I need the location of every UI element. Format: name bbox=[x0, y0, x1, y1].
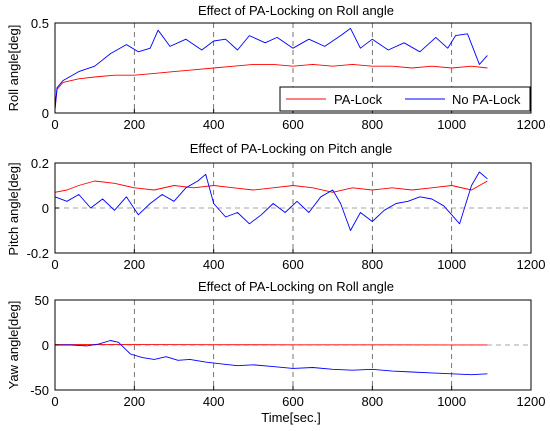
pitch-angle-title: Effect of PA-Locking on Pitch angle bbox=[190, 141, 393, 156]
yaw-angle-ytick-label-0: 0 bbox=[42, 338, 49, 353]
yaw-angle-ytick-label--50: -50 bbox=[30, 383, 49, 398]
time-x-axis-label: Time[sec.] bbox=[261, 410, 320, 425]
pitch-angle-ytick-label-0.2: 0.2 bbox=[31, 156, 49, 171]
roll-angle-panel: Effect of PA-Locking on Roll angle Roll … bbox=[6, 3, 545, 132]
yaw-angle-panel: Effect of PA-Locking on Roll angle Yaw a… bbox=[6, 279, 545, 425]
pitch-angle-xtick-label-400: 400 bbox=[203, 257, 225, 272]
roll-angle-xtick-label-1200: 1200 bbox=[517, 117, 546, 132]
roll-angle-y-label: Roll angle[deg] bbox=[6, 25, 21, 112]
pitch-angle-xtick-label-600: 600 bbox=[282, 257, 304, 272]
legend-pa-lock-label: PA-Lock bbox=[334, 92, 383, 107]
roll-angle-xtick-label-400: 400 bbox=[203, 117, 225, 132]
yaw-angle-xtick-label-800: 800 bbox=[361, 394, 383, 409]
yaw-angle-series-no-pa-lock-line bbox=[55, 340, 488, 376]
roll-angle-xtick-label-1000: 1000 bbox=[437, 117, 466, 132]
roll-angle-series bbox=[54, 27, 488, 110]
yaw-angle-xtick-label-1200: 1200 bbox=[517, 394, 546, 409]
roll-angle-xtick-label-800: 800 bbox=[361, 117, 383, 132]
pitch-angle-xtick-label-1200: 1200 bbox=[517, 257, 546, 272]
roll-angle-title: Effect of PA-Locking on Roll angle bbox=[198, 3, 394, 18]
roll-angle-ytick-label-0: 0 bbox=[42, 106, 49, 121]
pitch-angle-grid bbox=[55, 163, 531, 253]
yaw-angle-y-label: Yaw angle[deg] bbox=[6, 301, 21, 390]
roll-angle-xtick-label-0: 0 bbox=[51, 117, 58, 132]
roll-angle-xtick-label-200: 200 bbox=[123, 117, 145, 132]
roll-angle-series-pa-lock-line bbox=[54, 63, 488, 110]
pitch-angle-panel: Effect of PA-Locking on Pitch angle Pitc… bbox=[6, 141, 545, 272]
pitch-angle-series-no-pa-lock-line bbox=[54, 171, 488, 231]
pitch-angle-xtick-label-800: 800 bbox=[361, 257, 383, 272]
roll-angle-plot-area: 0 200 400 600 800 1000 1200 0 0.5 bbox=[31, 16, 546, 132]
pitch-angle-plot-area: 0 200 400 600 800 1000 1200-0.200.2 bbox=[27, 156, 546, 272]
pitch-angle-ytick-label-0: 0 bbox=[42, 201, 49, 216]
yaw-angle-xtick-label-400: 400 bbox=[203, 394, 225, 409]
pitch-angle-xtick-label-0: 0 bbox=[51, 257, 58, 272]
yaw-angle-xtick-label-1000: 1000 bbox=[437, 394, 466, 409]
pitch-angle-xtick-label-200: 200 bbox=[123, 257, 145, 272]
pitch-angle-ytick-label--0.2: -0.2 bbox=[27, 246, 49, 261]
pitch-angle-ticks: 0 200 400 600 800 1000 1200-0.200.2 bbox=[27, 156, 546, 272]
yaw-angle-series bbox=[55, 340, 488, 376]
legend: PA-Lock No PA-Lock bbox=[279, 86, 531, 112]
pitch-angle-series-pa-lock-line bbox=[54, 180, 488, 193]
yaw-angle-xtick-label-0: 0 bbox=[51, 394, 58, 409]
roll-angle-ytick-label-0.5: 0.5 bbox=[31, 16, 49, 31]
roll-angle-series-no-pa-lock-line bbox=[54, 27, 488, 110]
roll-angle-ticks: 0 200 400 600 800 1000 1200 0 0.5 bbox=[31, 16, 546, 132]
yaw-angle-xtick-label-200: 200 bbox=[123, 394, 145, 409]
pitch-angle-xtick-label-1000: 1000 bbox=[437, 257, 466, 272]
pitch-angle-y-label: Pitch angle[deg] bbox=[6, 162, 21, 255]
yaw-angle-ytick-label-50: 50 bbox=[35, 293, 49, 308]
yaw-angle-xtick-label-600: 600 bbox=[282, 394, 304, 409]
pitch-angle-series bbox=[54, 171, 488, 231]
yaw-angle-title: Effect of PA-Locking on Roll angle bbox=[198, 279, 394, 294]
legend-no-pa-lock-label: No PA-Lock bbox=[452, 92, 521, 107]
roll-angle-xtick-label-600: 600 bbox=[282, 117, 304, 132]
